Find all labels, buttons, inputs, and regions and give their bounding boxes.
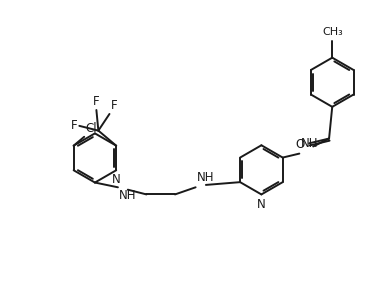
Text: F: F — [93, 95, 100, 108]
Text: F: F — [71, 120, 77, 132]
Text: Cl: Cl — [85, 122, 96, 135]
Text: NH: NH — [301, 137, 319, 150]
Text: CH₃: CH₃ — [323, 27, 343, 37]
Text: NH: NH — [197, 171, 214, 184]
Text: N: N — [257, 198, 266, 211]
Text: O: O — [295, 138, 305, 151]
Text: F: F — [111, 99, 117, 112]
Text: NH: NH — [119, 189, 136, 202]
Text: N: N — [112, 173, 121, 186]
